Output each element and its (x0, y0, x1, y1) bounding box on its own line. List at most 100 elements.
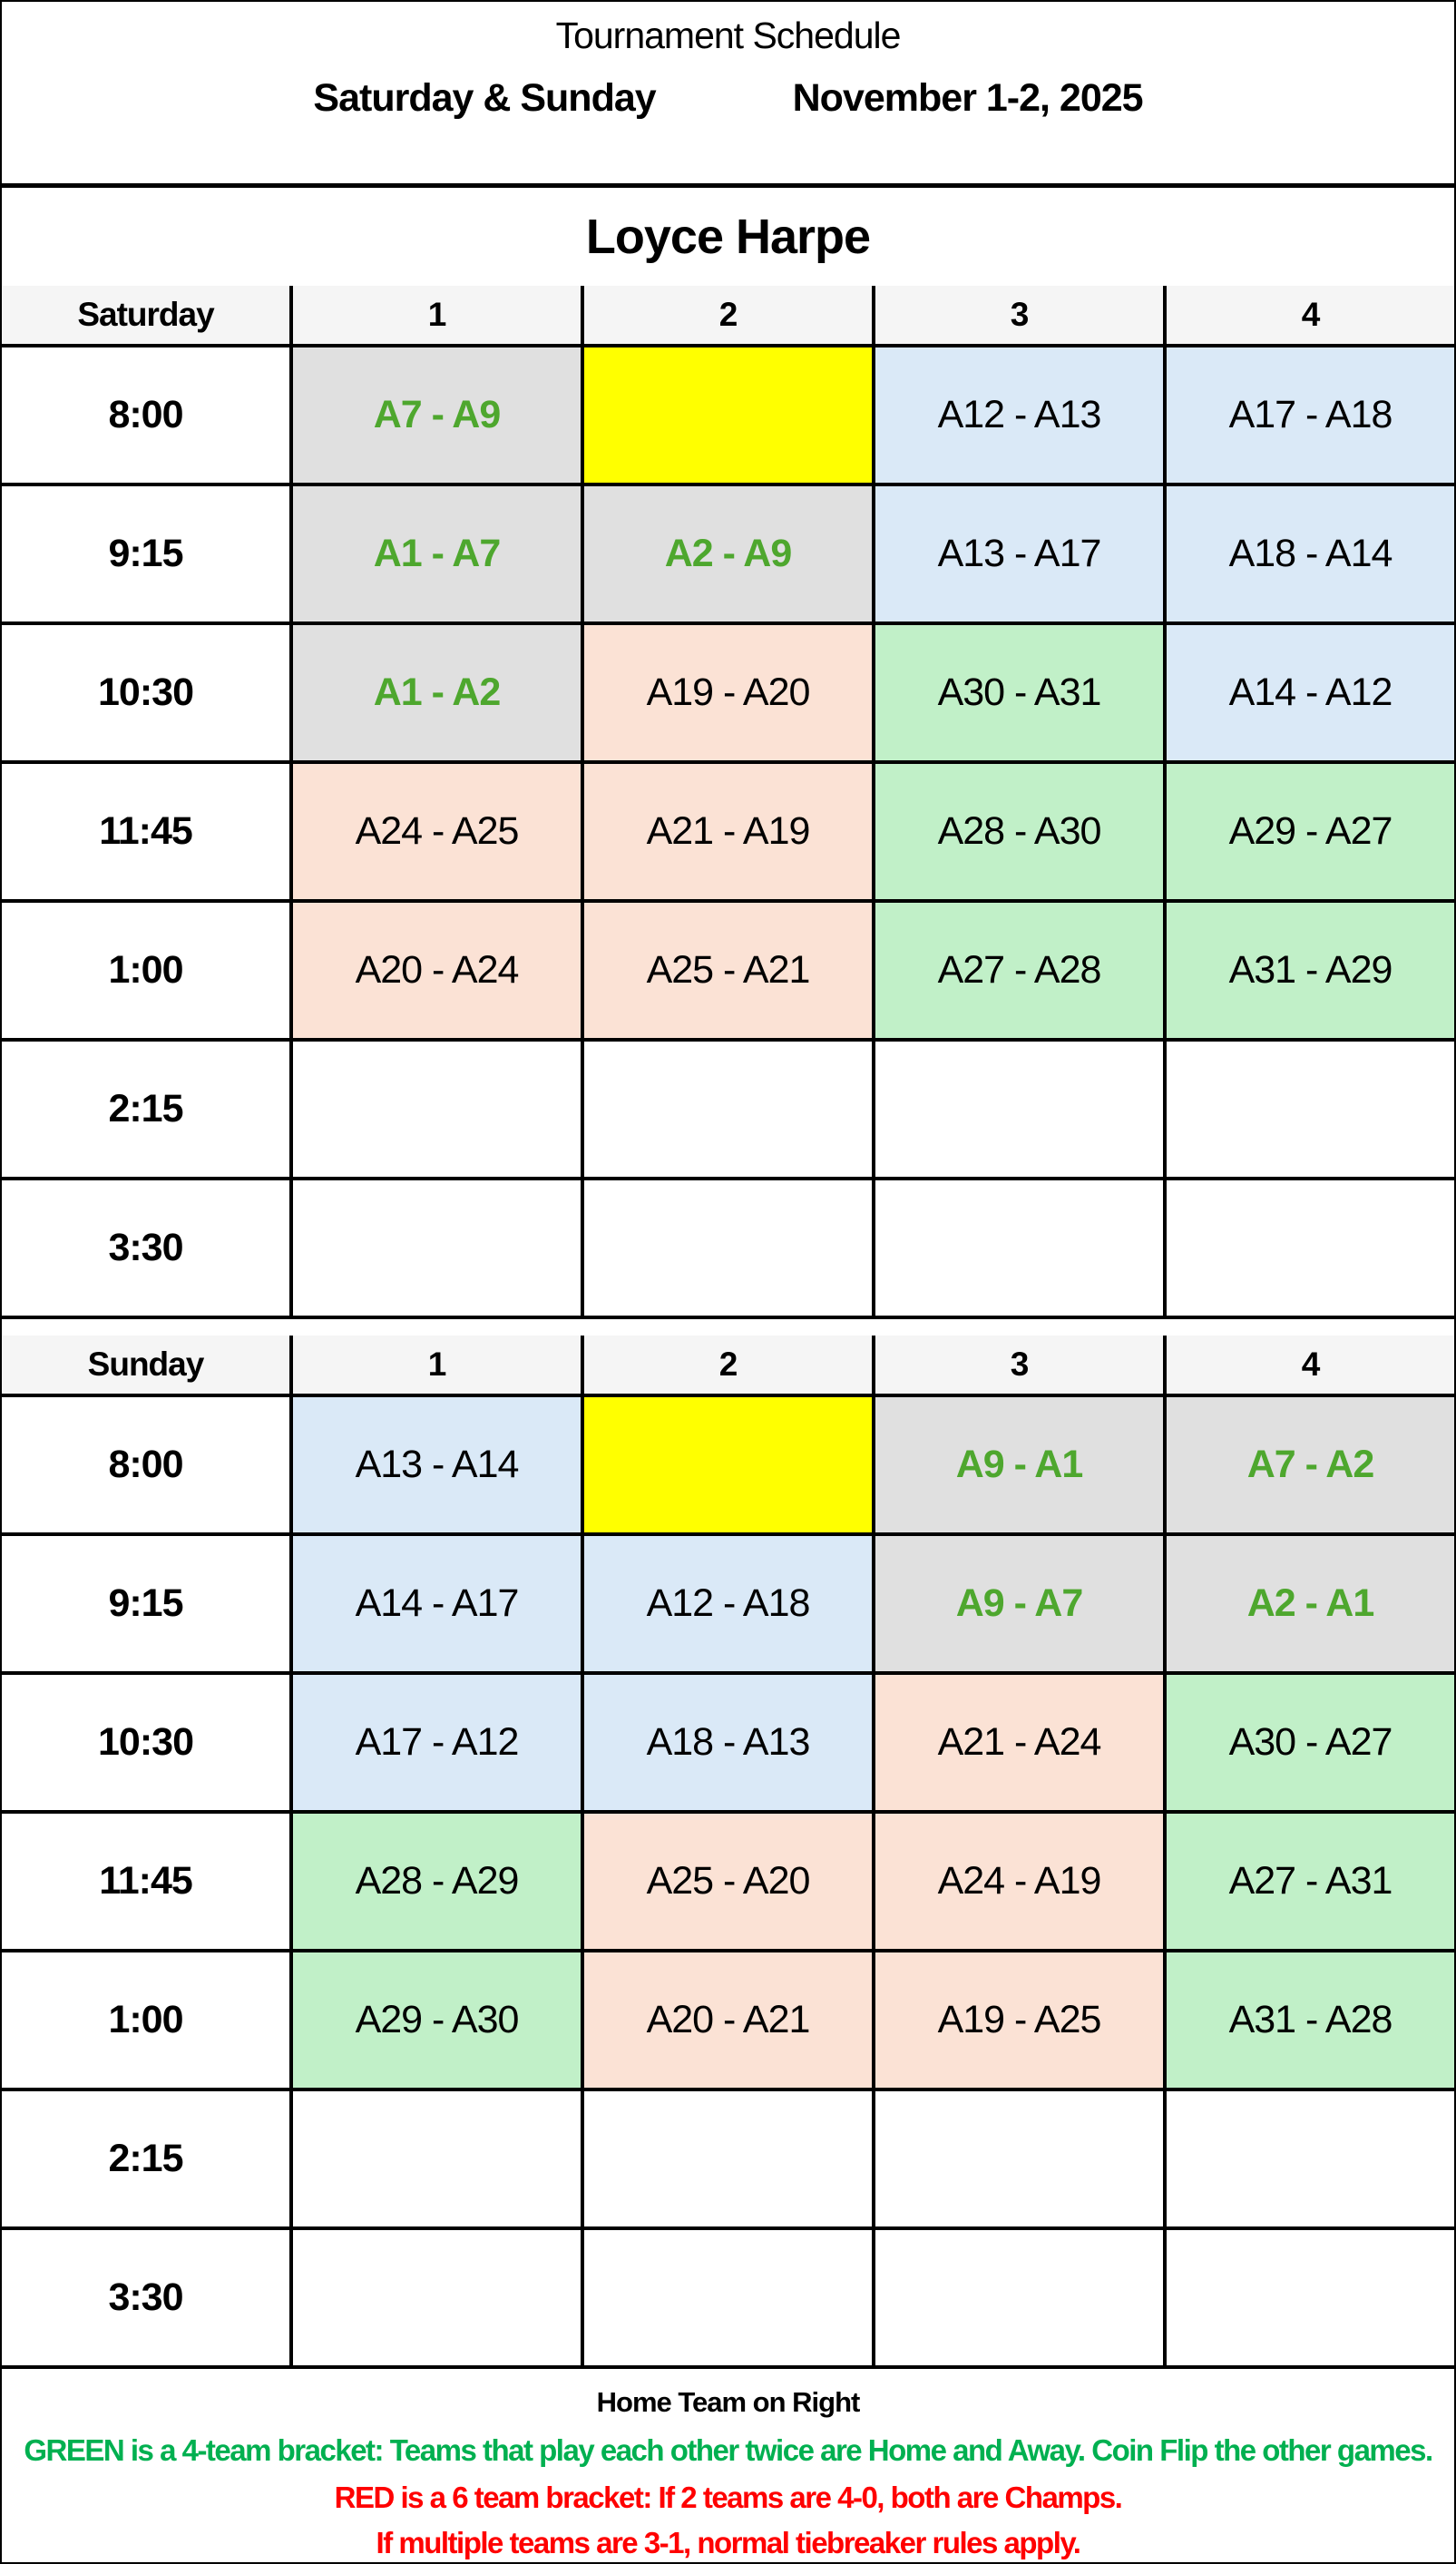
sunday-schedule: Sunday 1 2 3 4 8:00 A13 - A14 A9 - A1 A7 - A2 9:1… (2, 1336, 1454, 2369)
page-title: Tournament Schedule (555, 15, 902, 56)
empty-cell (584, 2230, 875, 2365)
tiebreaker-note: If multiple teams are 3-1, normal tiebre… (376, 2526, 1081, 2559)
game-cell: A21 - A24 (875, 1675, 1167, 1810)
game-cell: A20 - A21 (584, 1952, 875, 2088)
game-cell: A2 - A1 (1167, 1536, 1454, 1671)
game-cell: A24 - A25 (293, 764, 584, 899)
empty-cell (293, 2091, 584, 2226)
venue-name: Loyce Harpe (2, 188, 1454, 290)
game-cell: A14 - A12 (1167, 625, 1454, 760)
game-cell: A24 - A19 (875, 1814, 1167, 1949)
time-slot-row: 9:15 A14 - A17 A12 - A18 A9 - A7 A2 - A1 (2, 1536, 1454, 1675)
field-header: 2 (584, 286, 875, 344)
field-header: 3 (875, 286, 1167, 344)
time-label: 1:00 (2, 1952, 293, 2088)
time-label: 9:15 (2, 486, 293, 621)
game-cell: A7 - A2 (1167, 1397, 1454, 1532)
empty-cell (875, 1042, 1167, 1177)
game-cell: A31 - A29 (1167, 903, 1454, 1038)
game-cell: A9 - A1 (875, 1397, 1167, 1532)
time-slot-row: 3:30 (2, 2230, 1454, 2369)
game-cell: A2 - A9 (584, 486, 875, 621)
game-cell: A19 - A25 (875, 1952, 1167, 2088)
game-cell: A27 - A31 (1167, 1814, 1454, 1949)
day-label: Saturday (2, 286, 293, 344)
empty-cell (584, 1042, 875, 1177)
time-slot-row: 3:30 (2, 1180, 1454, 1319)
empty-cell (875, 2091, 1167, 2226)
game-cell: A14 - A17 (293, 1536, 584, 1671)
game-cell: A13 - A17 (875, 486, 1167, 621)
time-slot-row: 1:00 A29 - A30 A20 - A21 A19 - A25 A31 - A28 (2, 1952, 1454, 2091)
green-bracket-note: GREEN is a 4-team bracket: Teams that pl… (24, 2433, 1433, 2467)
empty-cell (584, 1397, 875, 1532)
time-label: 8:00 (2, 347, 293, 483)
empty-cell (584, 1180, 875, 1316)
time-slot-row: 8:00 A7 - A9 A12 - A13 A17 - A18 (2, 347, 1454, 486)
time-slot-row: 8:00 A13 - A14 A9 - A1 A7 - A2 (2, 1397, 1454, 1536)
game-cell: A28 - A29 (293, 1814, 584, 1949)
red-bracket-note: RED is a 6 team bracket: If 2 teams are … (334, 2481, 1123, 2514)
game-cell: A1 - A7 (293, 486, 584, 621)
time-slot-row: 1:00 A20 - A24 A25 - A21 A27 - A28 A31 - A29 (2, 903, 1454, 1042)
field-header: 4 (1301, 1346, 1321, 1383)
game-cell: A17 - A18 (1167, 347, 1454, 483)
time-label: 8:00 (2, 1397, 293, 1532)
empty-cell (584, 347, 875, 483)
empty-cell (875, 2230, 1167, 2365)
empty-cell (1167, 2091, 1454, 2226)
empty-cell (293, 1042, 584, 1177)
empty-cell (584, 2091, 875, 2226)
game-cell: A29 - A30 (293, 1952, 584, 2088)
time-label: 11:45 (2, 1814, 293, 1949)
time-label: 1:00 (2, 903, 293, 1038)
field-header: 1 (293, 1336, 584, 1394)
game-cell: A18 - A13 (584, 1675, 875, 1810)
game-cell: A28 - A30 (875, 764, 1167, 899)
time-slot-row: 10:30 A17 - A12 A18 - A13 A21 - A24 A30 - A2… (2, 1675, 1454, 1814)
saturday-schedule: Saturday 1 2 3 4 8:00 A7 - A9 A12 - A13 A17 - A1… (2, 286, 1454, 1319)
time-label: 3:30 (2, 1180, 293, 1316)
game-cell: A29 - A27 (1167, 764, 1454, 899)
game-cell: A25 - A20 (584, 1814, 875, 1949)
empty-cell (875, 1180, 1167, 1316)
time-label: 2:15 (2, 1042, 293, 1177)
time-label: 11:45 (2, 764, 293, 899)
day-header-row: Saturday 1 2 3 4 (2, 286, 1454, 347)
days-label: Saturday & Sunday (313, 76, 656, 120)
game-cell: A12 - A13 (875, 347, 1167, 483)
time-slot-row: 11:45 A28 - A29 A25 - A20 A24 - A19 A27 - A3… (2, 1814, 1454, 1952)
time-label: 3:30 (2, 2230, 293, 2365)
game-cell: A18 - A14 (1167, 486, 1454, 621)
day-label: Sunday (2, 1336, 293, 1394)
game-cell: A21 - A19 (584, 764, 875, 899)
title-box: Tournament Schedule Saturday & Sunday No… (2, 2, 1454, 188)
time-label: 10:30 (2, 1675, 293, 1810)
game-cell: A17 - A12 (293, 1675, 584, 1810)
time-slot-row: 11:45 A24 - A25 A21 - A19 A28 - A30 A29 - A2… (2, 764, 1454, 903)
time-slot-row: 10:30 A1 - A2 A19 - A20 A30 - A31 A14 - A12 (2, 625, 1454, 764)
footer-notes: Home Team on Right GREEN is a 4-team bra… (2, 2377, 1454, 2562)
game-cell: A30 - A27 (1167, 1675, 1454, 1810)
game-cell: A12 - A18 (584, 1536, 875, 1671)
time-label: 2:15 (2, 2091, 293, 2226)
game-cell: A1 - A2 (293, 625, 584, 760)
game-cell: A27 - A28 (875, 903, 1167, 1038)
dates-label: November 1-2, 2025 (792, 76, 1144, 120)
time-label: 9:15 (2, 1536, 293, 1671)
game-cell: A7 - A9 (293, 347, 584, 483)
time-slot-row: 2:15 (2, 2091, 1454, 2230)
game-cell: A31 - A28 (1167, 1952, 1454, 2088)
home-team-note: Home Team on Right (596, 2386, 861, 2418)
subtitle: Saturday & Sunday November 1-2, 2025 (2, 76, 1454, 121)
game-cell: A25 - A21 (584, 903, 875, 1038)
time-slot-row: 2:15 (2, 1042, 1454, 1180)
day-header-row: Sunday 1 2 3 4 (2, 1336, 1454, 1397)
empty-cell (1167, 2230, 1454, 2365)
game-cell: A30 - A31 (875, 625, 1167, 760)
time-label: 10:30 (2, 625, 293, 760)
empty-cell (293, 1180, 584, 1316)
empty-cell (293, 2230, 584, 2365)
field-header: 4 (1301, 296, 1321, 333)
field-header: 3 (875, 1336, 1167, 1394)
